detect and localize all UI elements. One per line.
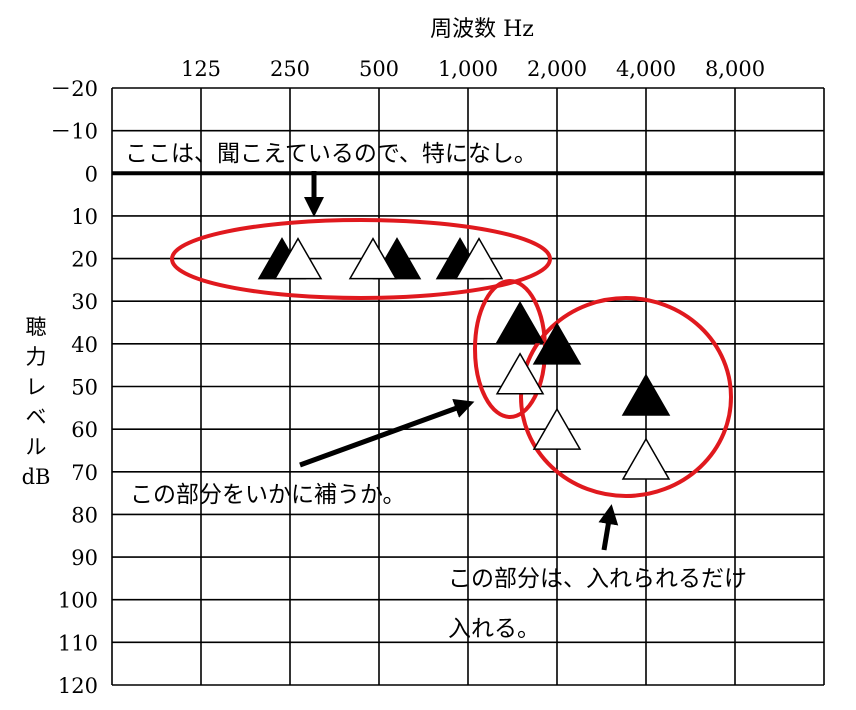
x-tick-label: 2,000 bbox=[527, 57, 587, 81]
x-tick-label: 250 bbox=[270, 57, 310, 81]
y-axis-title-char: dB bbox=[22, 465, 51, 489]
x-axis-title: 周波数 Hz bbox=[430, 17, 534, 42]
arrows bbox=[299, 171, 619, 551]
y-tick-label: 10 bbox=[71, 205, 98, 229]
open-triangle-mark bbox=[532, 407, 582, 450]
y-tick-label: 110 bbox=[58, 631, 98, 655]
y-tick-label: 40 bbox=[71, 333, 98, 357]
filled-triangle-mark bbox=[532, 322, 582, 365]
grid bbox=[111, 87, 825, 686]
x-tick-label: 4,000 bbox=[616, 57, 676, 81]
y-axis-title-char: ベ bbox=[26, 405, 47, 429]
annotation-heard: ここは、聞こえているので、特になし。 bbox=[125, 141, 537, 167]
y-axis-title-char: 聴 bbox=[26, 315, 47, 339]
y-tick-label: －20 bbox=[50, 77, 98, 101]
annotation-insert-line1: この部分は、入れられるだけ bbox=[448, 566, 747, 592]
annotation-insert-line2: 入れる。 bbox=[448, 616, 540, 642]
highlight-ellipse bbox=[170, 218, 552, 300]
y-tick-label: 80 bbox=[71, 503, 98, 527]
y-tick-label: 30 bbox=[71, 290, 98, 314]
y-tick-label: 60 bbox=[71, 418, 98, 442]
y-tick-labels: －20 －10 0 10 20 30 40 50 60 70 80 90 100 110 120 bbox=[50, 77, 98, 698]
open-triangle-mark bbox=[621, 437, 671, 480]
open-triangle-mark bbox=[495, 352, 545, 395]
x-tick-label: 8,000 bbox=[705, 57, 765, 81]
arrow bbox=[598, 504, 619, 551]
x-tick-labels: 125 250 500 1,000 2,000 4,000 8,000 bbox=[181, 57, 765, 81]
y-tick-label: 90 bbox=[71, 546, 98, 570]
filled-triangle-mark bbox=[495, 301, 545, 344]
annotation-compensate: この部分をいかに補うか。 bbox=[130, 482, 406, 508]
y-tick-label: 100 bbox=[58, 589, 98, 613]
x-tick-label: 500 bbox=[359, 57, 399, 81]
highlight-ellipses bbox=[170, 218, 733, 498]
y-tick-label: 20 bbox=[71, 248, 98, 272]
y-axis-title-char: ル bbox=[26, 435, 47, 459]
y-tick-label: 0 bbox=[85, 162, 98, 186]
x-tick-label: 1,000 bbox=[438, 57, 498, 81]
y-tick-label: 70 bbox=[71, 461, 98, 485]
y-tick-label: －10 bbox=[50, 120, 98, 144]
arrow bbox=[299, 399, 475, 468]
y-tick-label: 120 bbox=[58, 674, 98, 698]
highlight-ellipse bbox=[519, 296, 733, 498]
open-triangle-mark bbox=[348, 237, 398, 280]
x-tick-label: 125 bbox=[181, 57, 221, 81]
open-triangle-mark bbox=[273, 237, 323, 280]
open-triangle-mark bbox=[454, 237, 504, 280]
data-marks bbox=[257, 237, 671, 480]
y-axis-title-char: 力 bbox=[26, 345, 47, 369]
y-axis-title-char: レ bbox=[26, 375, 47, 399]
filled-triangle-mark bbox=[621, 373, 671, 416]
y-tick-label: 50 bbox=[71, 376, 98, 400]
